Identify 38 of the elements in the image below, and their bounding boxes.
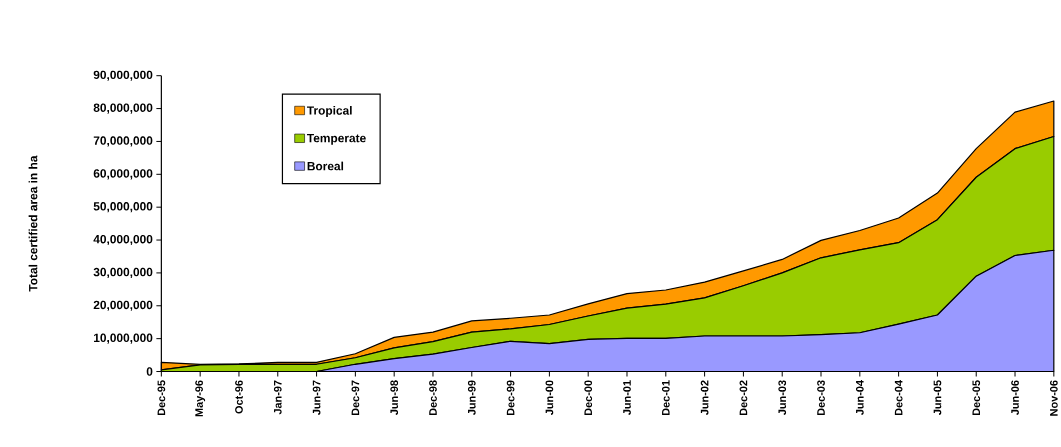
x-tick-label: Jun-05 (933, 380, 942, 415)
x-tick-label: Jun-02 (700, 380, 709, 415)
y-axis-title: Total certified area in ha (28, 155, 38, 292)
legend-label: Boreal (307, 161, 344, 171)
y-tick-label: 10,000,000 (94, 333, 153, 344)
x-tick-label: Dec-95 (157, 380, 166, 415)
x-tick-label: Nov-06 (1049, 380, 1058, 416)
x-tick-label: Jun-04 (855, 379, 864, 415)
x-tick-label: Dec-05 (972, 380, 981, 415)
x-tick-label: Jan-97 (273, 380, 282, 415)
x-tick-label: Jun-00 (545, 380, 554, 415)
x-tick-label: Dec-97 (351, 380, 360, 415)
x-tick-label: Jun-03 (778, 380, 787, 415)
legend-label: Tropical (306, 105, 352, 117)
x-tick-label: Dec-99 (506, 380, 515, 415)
y-tick-label: 60,000,000 (93, 169, 153, 180)
x-tick-label: Jun-01 (623, 380, 631, 415)
x-tick-label: Jun-97 (312, 380, 321, 415)
x-tick-label: Dec-03 (817, 380, 825, 415)
x-tick-label: Dec-00 (584, 380, 593, 415)
x-tick-label: Dec-02 (739, 380, 748, 415)
y-tick-label: 50,000,000 (93, 201, 153, 213)
x-tick-label: Dec-04 (894, 379, 903, 415)
y-tick-label: 0 (146, 367, 153, 376)
y-tick-label: 90,000,000 (93, 70, 153, 81)
x-tick-label: Jun-99 (467, 380, 476, 415)
x-tick-label: May-96 (195, 380, 206, 417)
x-tick-label: Jun-98 (390, 380, 399, 415)
x-tick-label: Oct-96 (235, 380, 243, 414)
y-tick-label: 40,000,000 (93, 234, 153, 246)
y-tick-label: 30,000,000 (93, 267, 153, 278)
x-tick-label: Dec-01 (661, 380, 670, 415)
x-tick-label: Dec-98 (429, 380, 437, 415)
x-tick-label: Jun-06 (1011, 380, 1019, 415)
y-tick-label: 80,000,000 (93, 103, 153, 114)
y-tick-label: 70,000,000 (93, 136, 153, 147)
y-tick-label: 20,000,000 (93, 300, 153, 311)
legend-label: Temperate (306, 133, 366, 145)
